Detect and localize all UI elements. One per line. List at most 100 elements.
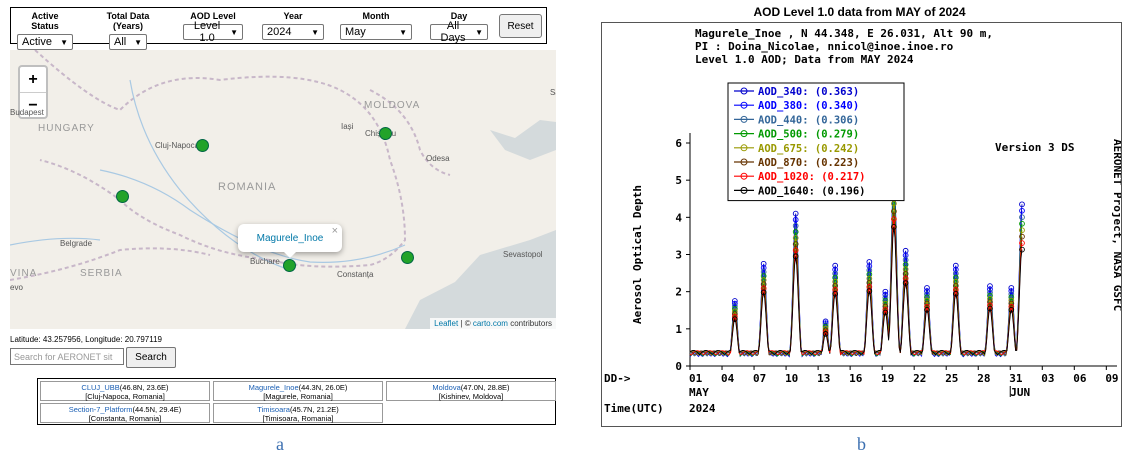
attribution-rest: contributors xyxy=(507,319,552,328)
legend-marker xyxy=(740,101,748,109)
chevron-down-icon: ▼ xyxy=(399,27,407,37)
site-name[interactable]: Timisoara xyxy=(257,405,290,414)
data-point-aod_1020 xyxy=(891,216,897,222)
site-name[interactable]: Section-7_Platform xyxy=(68,405,133,414)
data-point-aod_870 xyxy=(952,282,959,289)
site-coord: (44.3N, 26.0E) xyxy=(298,383,348,392)
x-tick-label: 03 xyxy=(1041,372,1054,385)
filter-label: Active Status xyxy=(31,11,59,31)
map-label-constanta: Constanța xyxy=(337,270,374,279)
data-point-aod_500 xyxy=(1019,220,1025,227)
chevron-down-icon: ▼ xyxy=(230,27,238,37)
zoom-in-button[interactable]: + xyxy=(28,70,38,88)
month-select[interactable]: May ▼ xyxy=(340,24,412,40)
legend-marker xyxy=(740,186,748,194)
site-item[interactable]: Section-7_Platform(44.5N, 29.4E) [Constan… xyxy=(40,403,210,423)
close-icon[interactable]: × xyxy=(331,225,338,237)
data-point-aod_380 xyxy=(987,286,993,293)
map-attribution: Leaflet | © carto.com contributors xyxy=(430,318,556,329)
site-name[interactable]: Magurele_Inoe xyxy=(248,383,299,392)
carto-link[interactable]: carto.com xyxy=(472,319,508,328)
chart-header-line: Magurele_Inoe , N 44.348, E 26.031, Alt … xyxy=(695,27,993,40)
map-label-belgrade: Belgrade xyxy=(60,239,93,248)
site-map[interactable]: + − HUNGARY MOLDOVA ROMANIA SERBIA VINA … xyxy=(10,50,556,329)
data-point-aod_500 xyxy=(760,273,767,279)
time-utc-label: Time(UTC) xyxy=(604,402,664,415)
dd-label: DD-> xyxy=(604,372,631,385)
filter-aod-level: AOD Level Level 1.0 ▼ xyxy=(183,11,243,44)
site-item[interactable]: Moldova(47.0N, 28.8E) [Kishinev, Moldova] xyxy=(386,381,556,401)
data-point-aod_1640 xyxy=(760,289,767,296)
series-line-aod_1020 xyxy=(689,219,1023,356)
site-item[interactable]: CLUJ_UBB(46.8N, 23.6E) [Cluj-Napoca, Roma… xyxy=(40,381,210,401)
aod-chart: Magurele_Inoe , N 44.348, E 26.031, Alt … xyxy=(604,27,1124,415)
year-label: 2024 xyxy=(689,402,716,415)
site-marker-magurele[interactable] xyxy=(283,259,296,272)
site-marker-cluj[interactable] xyxy=(196,139,209,152)
aod-chart-panel: Magurele_Inoe , N 44.348, E 26.031, Alt … xyxy=(601,22,1124,427)
data-point-aod_340 xyxy=(760,260,767,267)
data-point-aod_675 xyxy=(891,200,897,207)
select-value: 2024 xyxy=(267,26,292,38)
site-name[interactable]: Moldova xyxy=(432,383,461,392)
site-item[interactable]: Magurele_Inoe(44.3N, 26.0E) [Magurele, Ro… xyxy=(213,381,383,401)
data-point-aod_1640 xyxy=(882,309,889,316)
data-point-aod_1020 xyxy=(760,285,767,292)
x-tick-label: 13 xyxy=(817,372,830,385)
right-vertical-label: AERONET Project, NASA GSFC xyxy=(1111,139,1121,311)
version-label: Version 3 DS xyxy=(995,141,1074,154)
month-may-label: MAY xyxy=(689,386,709,399)
south-border xyxy=(10,247,211,281)
series-line-aod_500 xyxy=(690,195,1023,357)
data-point-aod_870 xyxy=(882,303,889,310)
figure-caption-a: a xyxy=(276,434,284,454)
data-point-aod_675 xyxy=(882,300,889,307)
site-place: [Timisoara, Romania] xyxy=(262,414,334,423)
filter-total-data: Total Data (Years) All ▼ xyxy=(92,11,164,50)
legend-label: AOD_500: (0.279) xyxy=(758,129,859,141)
data-point-aod_675 xyxy=(792,235,799,241)
data-point-aod_340 xyxy=(1019,201,1025,208)
total-data-select[interactable]: All ▼ xyxy=(109,34,147,50)
site-item[interactable]: Timisoara(45.7N, 21.2E) [Timisoara, Roman… xyxy=(213,403,383,423)
data-point-aod_340 xyxy=(1008,285,1015,291)
data-point-aod_1020 xyxy=(1008,303,1015,310)
filter-label: Total Data (Years) xyxy=(106,11,150,31)
data-point-aod_340 xyxy=(987,283,993,289)
zoom-out-button[interactable]: − xyxy=(20,92,46,118)
reset-button[interactable]: Reset xyxy=(499,14,542,38)
y-tick-label: 1 xyxy=(675,323,682,336)
active-status-select[interactable]: Active ▼ xyxy=(17,34,73,50)
site-name[interactable]: CLUJ_UBB xyxy=(81,383,120,392)
y-tick-label: 6 xyxy=(675,137,682,150)
filter-month: Month May ▼ xyxy=(340,11,412,40)
data-point-aod_500 xyxy=(1008,294,1015,301)
map-label-edge: Sa xyxy=(550,88,556,97)
year-select[interactable]: 2024 ▼ xyxy=(262,24,324,40)
site-marker-timisoara[interactable] xyxy=(116,190,129,203)
site-marker-section7[interactable] xyxy=(401,251,414,264)
map-label-moldova: MOLDOVA xyxy=(364,100,421,111)
series-line-aod_1640 xyxy=(689,226,1023,356)
site-marker-moldova[interactable] xyxy=(379,127,392,140)
aod-level-select[interactable]: Level 1.0 ▼ xyxy=(183,20,243,44)
leaflet-link[interactable]: Leaflet xyxy=(434,319,459,328)
site-search-input[interactable]: Search for AERONET sit xyxy=(10,348,124,365)
data-point-aod_380 xyxy=(952,266,959,273)
data-point-aod_500 xyxy=(924,294,930,301)
data-point-aod_440 xyxy=(1019,214,1025,221)
site-coord: (47.0N, 28.8E) xyxy=(460,383,510,392)
popup-site-link[interactable]: Magurele_Inoe xyxy=(256,232,324,244)
data-point-aod_500 xyxy=(952,274,959,281)
data-point-aod_440 xyxy=(1008,291,1015,298)
map-label-budapest: Budapest xyxy=(10,108,44,117)
chevron-down-icon: ▼ xyxy=(475,27,483,37)
data-point-aod_340 xyxy=(924,285,930,291)
data-point-aod_675 xyxy=(1008,297,1015,304)
search-button[interactable]: Search xyxy=(126,347,176,368)
day-select[interactable]: All Days ▼ xyxy=(430,20,488,44)
data-point-aod_1640 xyxy=(792,253,799,260)
map-label-bucharest: Buchare xyxy=(250,257,280,266)
data-point-aod_340 xyxy=(952,262,959,269)
x-tick-label: 16 xyxy=(849,372,863,385)
